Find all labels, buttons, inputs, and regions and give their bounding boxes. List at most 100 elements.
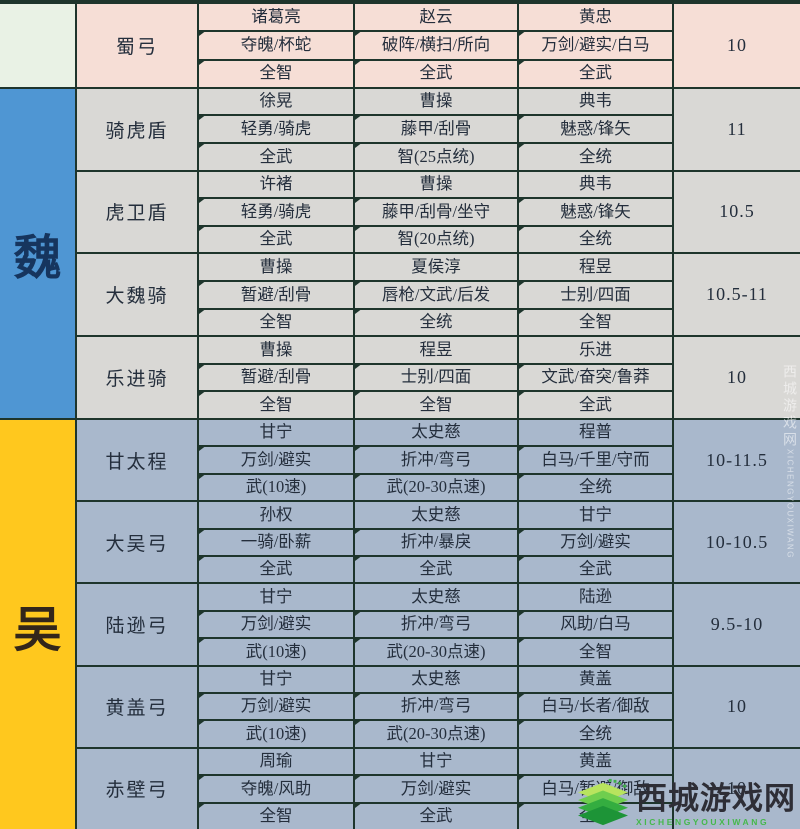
hero-stat: 全武 — [355, 58, 517, 87]
hero-skills: 士别/四面 — [519, 279, 672, 308]
hero-stat: 全统 — [519, 472, 672, 500]
table-row: 蜀弓 诸葛亮 夺魄/杯蛇 全智 赵云 破阵/横扫/所向 全武 黄忠 万剑/避实/白马 全武 10 — [75, 2, 800, 87]
faction-label: 吴 — [13, 603, 62, 657]
hero-skills: 文武/奋突/鲁莽 — [519, 362, 672, 391]
hero-stat: 全智 — [519, 637, 672, 664]
rating-cell: 10 — [672, 335, 800, 418]
hero-cell: 乐进文武/奋突/鲁莽 全武 — [517, 335, 672, 418]
team-name-cell: 大魏骑 — [75, 252, 197, 336]
hero-stat: 全武 — [519, 58, 672, 87]
hero-stat: 全智 — [199, 307, 353, 336]
team-name-cell: 赤壁弓 — [75, 746, 197, 829]
hero-skills: 破阵/横扫/所向 — [355, 30, 517, 58]
rating-cell: 10 — [672, 2, 800, 87]
hero-stat: 全统 — [519, 141, 672, 170]
hero-name: 程昱 — [579, 256, 612, 276]
hero-name: 夏侯淳 — [411, 256, 461, 276]
hero-name: 太史慈 — [411, 586, 461, 606]
hero-name: 甘宁 — [579, 504, 612, 524]
hero-cell: 陆逊 风助/白马 全智 — [517, 582, 672, 665]
hero-skills: 夺魄/杯蛇 — [199, 30, 353, 58]
team-name-cell: 虎卫盾 — [75, 169, 197, 253]
hero-name: 甘宁 — [419, 751, 453, 771]
hero-skills: 一骑/卧薪 — [199, 527, 353, 555]
hero-name: 曹操 — [259, 339, 293, 359]
hero-name: 太史慈 — [411, 504, 461, 524]
hero-stat: 全武 — [199, 141, 353, 170]
hero-stat: 全统 — [519, 224, 672, 253]
hero-cell: 黄盖 白马/长者/御敌 全统 — [517, 664, 672, 747]
hero-stat: 全统 — [355, 307, 517, 336]
hero-skills: 万剑/避实 — [199, 445, 353, 472]
faction-label: 魏 — [13, 232, 62, 286]
hero-name: 甘宁 — [259, 669, 293, 689]
faction-rows: 甘太程 甘宁 万剑/避实 武(10速) 太史慈 折冲/弯弓 武(20-30点速) 程普 白马/千… — [75, 418, 800, 829]
hero-cell: 曹操 藤甲/刮骨 智(25点统) — [353, 86, 517, 170]
faction-cell — [0, 2, 75, 87]
hero-skills: 藤甲/刮骨 — [355, 114, 517, 142]
hero-skills: 万剑/避实/白马 — [519, 30, 672, 58]
hero-skills: 折冲/弯弓 — [355, 692, 517, 719]
faction-cell: 吴 — [0, 418, 75, 829]
hero-skills: 藤甲/刮骨/坐守 — [355, 197, 517, 225]
hero-cell: 许褚 轻勇/骑虎 全武 — [197, 169, 353, 253]
hero-name: 太史慈 — [411, 669, 461, 689]
team-name-cell: 骑虎盾 — [75, 86, 197, 170]
hero-cell: 程普 白马/千里/守而 全统 — [517, 418, 672, 501]
rating-cell: 11 — [672, 86, 800, 170]
hero-cell: 周瑜 夺魄/风助 全智 — [197, 746, 353, 829]
team-name-cell: 乐进骑 — [75, 335, 197, 418]
hero-cell: 黄忠万剑/避实/白马 全武 — [517, 2, 672, 87]
team-name-cell: 陆逊弓 — [75, 582, 197, 665]
hero-cell: 徐晃 轻勇/骑虎 全武 — [197, 86, 353, 170]
rating-cell: 10-11.5 — [672, 418, 800, 501]
hero-cell: 太史慈 折冲/弯弓 武(20-30点速) — [353, 418, 517, 501]
hero-stat: 全统 — [519, 801, 672, 829]
hero-stat: 全武 — [519, 390, 672, 418]
hero-cell: 甘宁 万剑/避实 武(10速) — [197, 418, 353, 501]
hero-stat: 全武 — [355, 801, 517, 829]
hero-stat: 全智 — [519, 307, 672, 336]
hero-name: 典韦 — [579, 174, 612, 194]
hero-name: 典韦 — [579, 91, 612, 111]
hero-cell: 程昱 士别/四面 全智 — [353, 335, 517, 418]
hero-skills: 折冲/弯弓 — [355, 609, 517, 637]
hero-cell: 典韦魅惑/锋矢 全统 — [517, 86, 672, 170]
rating-cell: 10.5 — [672, 169, 800, 253]
hero-skills: 轻勇/骑虎 — [199, 114, 353, 142]
hero-name: 曹操 — [419, 174, 453, 194]
hero-stat: 武(10速) — [199, 472, 353, 500]
hero-stat: 全智 — [199, 801, 353, 829]
rating-cell: 9.5-10 — [672, 582, 800, 665]
hero-name: 甘宁 — [259, 586, 293, 606]
hero-skills: 白马/长者/御敌 — [519, 692, 672, 719]
hero-skills: 万剑/避实 — [199, 692, 353, 719]
hero-name: 太史慈 — [411, 422, 461, 442]
faction-group: 蜀弓 诸葛亮 夺魄/杯蛇 全智 赵云 破阵/横扫/所向 全武 黄忠 万剑/避实/白马 全武 10 — [0, 2, 800, 87]
hero-skills: 折冲/弯弓 — [355, 445, 517, 472]
faction-group: 魏骑虎盾 徐晃 轻勇/骑虎 全武 曹操 藤甲/刮骨 智(25点统) 典韦 魅惑/锋矢 全统 11 虎卫… — [0, 86, 800, 418]
hero-skills: 万剑/避实 — [199, 609, 353, 637]
hero-stat: 武(10速) — [199, 637, 353, 664]
hero-cell: 曹操 暂避/刮骨 全智 — [197, 335, 353, 418]
rating-cell: 10-10.5 — [672, 500, 800, 583]
table-row: 虎卫盾 许褚 轻勇/骑虎 全武 曹操 藤甲/刮骨/坐守 智(20点统) 典韦 魅惑/锋矢 全统 10… — [75, 169, 800, 253]
hero-name: 诸葛亮 — [251, 6, 301, 26]
hero-skills: 白马/千里/守而 — [519, 445, 672, 472]
table-row: 甘太程 甘宁 万剑/避实 武(10速) 太史慈 折冲/弯弓 武(20-30点速) 程普 白马/千… — [75, 418, 800, 501]
faction-cell: 魏 — [0, 86, 75, 418]
table-row: 大吴弓 孙权 一骑/卧薪 全武 太史慈 折冲/暴戾 全武 甘宁 万剑/避实 全武 10-10.5 — [75, 500, 800, 583]
hero-name: 乐进 — [579, 339, 612, 359]
team-name-cell: 甘太程 — [75, 418, 197, 501]
hero-cell: 太史慈 折冲/暴戾 全武 — [353, 500, 517, 583]
table-row: 陆逊弓 甘宁 万剑/避实 武(10速) 太史慈 折冲/弯弓 武(20-30点速) 陆逊 风助/白… — [75, 582, 800, 665]
hero-skills: 轻勇/骑虎 — [199, 197, 353, 225]
hero-cell: 典韦 魅惑/锋矢 全统 — [517, 169, 672, 253]
hero-cell: 太史慈折冲/弯弓 武(20-30点速) — [353, 664, 517, 747]
hero-stat: 武(20-30点速) — [355, 719, 517, 746]
hero-skills: 折冲/暴戾 — [355, 527, 517, 555]
hero-skills: 魅惑/锋矢 — [519, 114, 672, 142]
hero-cell: 赵云 破阵/横扫/所向 全武 — [353, 2, 517, 87]
hero-name: 黄忠 — [579, 6, 612, 26]
